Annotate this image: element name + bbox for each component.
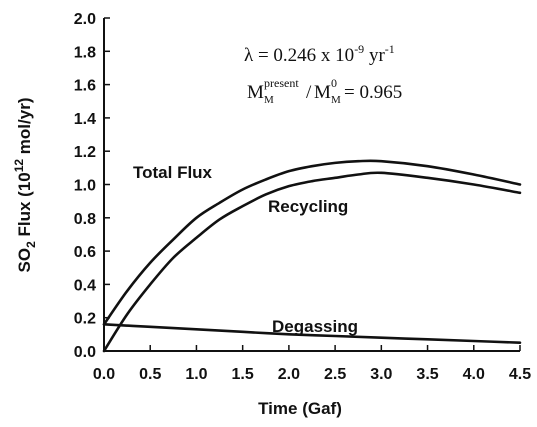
- x-tick-label: 2.5: [324, 366, 346, 383]
- y-tick-label: 0.8: [74, 211, 96, 228]
- svg-text:0: 0: [331, 76, 337, 90]
- series-label-degassing: Degassing: [272, 317, 358, 336]
- y-tick-label: 1.4: [74, 111, 96, 128]
- series-label-total-flux: Total Flux: [133, 163, 213, 182]
- mass-ratio-annotation: M present M / M 0 M = 0.965: [247, 76, 402, 106]
- series-curves: [102, 159, 522, 353]
- series-line-degassing: [102, 323, 522, 344]
- y-tick-label: 2.0: [74, 11, 96, 28]
- series-line-recycling: [102, 171, 522, 353]
- x-tick-label: 0.0: [93, 366, 115, 383]
- series-line-total-flux: [102, 159, 522, 326]
- y-tick-label: 1.8: [74, 44, 96, 61]
- x-tick-label: 3.5: [416, 366, 438, 383]
- y-tick-label: 0.0: [74, 344, 96, 361]
- svg-text:M: M: [314, 82, 331, 103]
- svg-text:M: M: [247, 82, 264, 103]
- y-axis-title: SO2 Flux (1012 mol/yr): [12, 98, 38, 273]
- y-tick-label: 1.2: [74, 144, 96, 161]
- x-tick-label: 1.0: [185, 366, 207, 383]
- y-tick-label: 0.6: [74, 244, 96, 261]
- svg-text:M: M: [264, 94, 274, 106]
- svg-text:M: M: [331, 94, 341, 106]
- x-tick-label: 0.5: [139, 366, 161, 383]
- x-tick-label: 4.0: [463, 366, 485, 383]
- svg-text:/: /: [306, 82, 312, 103]
- tick-labels: 0.0 0.2 0.4 0.6 0.8 1.0 1.2 1.4 1.6 1.8 2.0 0.0 0.5 1…: [74, 11, 531, 383]
- y-tick-label: 1.0: [74, 178, 96, 195]
- y-tick-label: 0.2: [74, 311, 96, 328]
- series-label-recycling: Recycling: [268, 197, 348, 216]
- x-tick-label: 3.0: [370, 366, 392, 383]
- svg-text:present: present: [264, 76, 299, 90]
- y-tick-label: 0.4: [74, 277, 96, 294]
- x-tick-label: 1.5: [232, 366, 254, 383]
- x-tick-label: 2.0: [278, 366, 300, 383]
- x-tick-label: 4.5: [509, 366, 531, 383]
- y-tick-label: 1.6: [74, 78, 96, 95]
- x-axis-title: Time (Gaf): [258, 399, 342, 418]
- lambda-annotation: λ = 0.246 x 10-9 yr-1: [244, 42, 395, 66]
- axis-ticks: [103, 17, 521, 352]
- svg-text:= 0.965: = 0.965: [344, 82, 402, 103]
